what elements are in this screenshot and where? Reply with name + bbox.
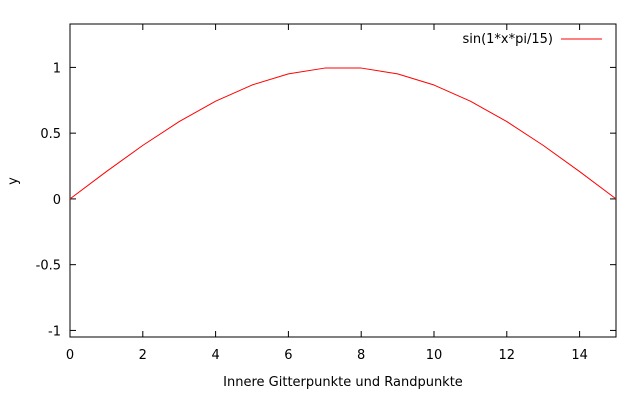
y-tick-label: 0: [53, 193, 61, 208]
x-tick-label: 2: [139, 348, 147, 363]
series-group: [69, 67, 617, 200]
series-line: [69, 67, 617, 200]
x-tick-label: 12: [499, 348, 516, 363]
x-axis-label: Innere Gitterpunkte und Randpunkte: [223, 375, 463, 390]
x-tick-label: 4: [211, 348, 219, 363]
plot-frame: [69, 23, 617, 338]
y-tick-label: 0.5: [40, 127, 61, 142]
x-tick-label: 10: [426, 348, 443, 363]
ticks-group: -1-0.500.510 2 4 6 8 10 12 14: [36, 24, 616, 363]
y-tick-label: -0.5: [36, 259, 61, 274]
legend: sin(1*x*pi/15): [462, 32, 602, 47]
x-tick-label: 8: [357, 348, 365, 363]
x-tick-label: 6: [284, 348, 292, 363]
y-tick-label: -1: [48, 324, 61, 339]
x-tick-label: 0: [66, 348, 74, 363]
y-axis-label: y: [6, 177, 21, 185]
y-tick-label: 1: [53, 61, 61, 76]
x-tick-label: 14: [571, 348, 588, 363]
legend-label: sin(1*x*pi/15): [462, 32, 553, 47]
